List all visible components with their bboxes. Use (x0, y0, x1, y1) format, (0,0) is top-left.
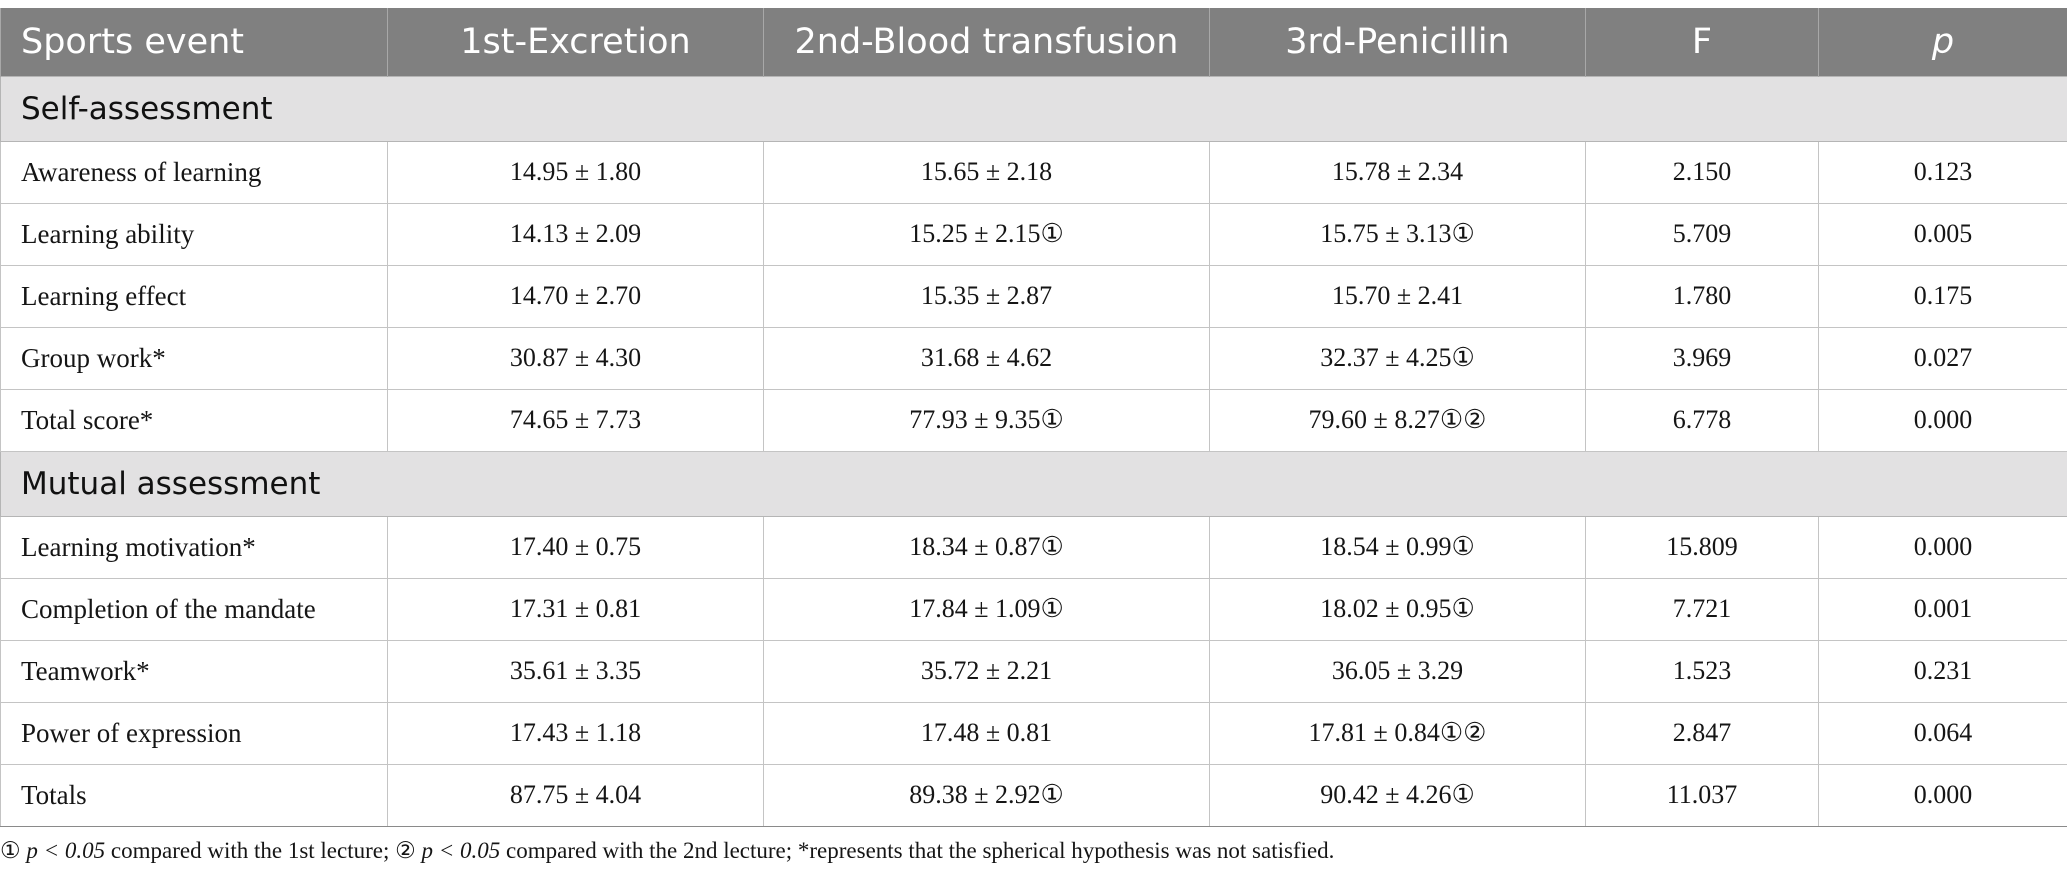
cell-2nd-blood-transfusion: 89.38 ± 2.92① (763, 763, 1210, 827)
table-row: Learning effect 14.70 ± 2.70 15.35 ± 2.87 1… (0, 264, 2067, 328)
cell-1st-excretion: 14.95 ± 1.80 (387, 140, 764, 204)
cell-f-value: 7.721 (1585, 577, 1819, 641)
cell-p-value: 0.005 (1818, 202, 2067, 266)
cell-p-value: 0.123 (1818, 140, 2067, 204)
cell-p-value: 0.064 (1818, 701, 2067, 765)
cell-3rd-penicillin: 15.78 ± 2.34 (1209, 140, 1586, 204)
cell-f-value: 2.847 (1585, 701, 1819, 765)
cell-3rd-penicillin: 32.37 ± 4.25① (1209, 326, 1586, 390)
cell-f-value: 5.709 (1585, 202, 1819, 266)
table-row: Totals 87.75 ± 4.04 89.38 ± 2.92① 90.42 ± 4… (0, 763, 2067, 827)
cell-p-value: 0.000 (1818, 515, 2067, 579)
table-row: Power of expression 17.43 ± 1.18 17.48 ± 0… (0, 701, 2067, 765)
table-row: Teamwork* 35.61 ± 3.35 35.72 ± 2.21 36.05 ±… (0, 639, 2067, 703)
cell-2nd-blood-transfusion: 77.93 ± 9.35① (763, 388, 1210, 452)
table-body: Self-assessment Awareness of learning 14.9… (0, 75, 2067, 827)
row-label: Total score* (0, 388, 388, 452)
cell-2nd-blood-transfusion: 17.48 ± 0.81 (763, 701, 1210, 765)
footnote-p-value-1: p < 0.05 (26, 838, 106, 863)
table-row: Completion of the mandate 17.31 ± 0.81 17.… (0, 577, 2067, 641)
table-row: Learning motivation* 17.40 ± 0.75 18.34 ± … (0, 515, 2067, 579)
results-table: Sports event 1st-Excretion 2nd-Blood tra… (0, 8, 2067, 827)
cell-p-value: 0.000 (1818, 388, 2067, 452)
cell-1st-excretion: 14.13 ± 2.09 (387, 202, 764, 266)
cell-3rd-penicillin: 17.81 ± 0.84①② (1209, 701, 1586, 765)
cell-f-value: 11.037 (1585, 763, 1819, 827)
cell-2nd-blood-transfusion: 17.84 ± 1.09① (763, 577, 1210, 641)
header-2nd-blood-transfusion: 2nd-Blood transfusion (763, 8, 1210, 76)
cell-p-value: 0.231 (1818, 639, 2067, 703)
group-row: Mutual assessment (0, 450, 2067, 517)
table-row: Total score* 74.65 ± 7.73 77.93 ± 9.35① 79.… (0, 388, 2067, 452)
cell-p-value: 0.175 (1818, 264, 2067, 328)
group-title: Self-assessment (0, 75, 2067, 142)
cell-1st-excretion: 87.75 ± 4.04 (387, 763, 764, 827)
cell-3rd-penicillin: 18.02 ± 0.95① (1209, 577, 1586, 641)
row-label: Totals (0, 763, 388, 827)
table-row: Group work* 30.87 ± 4.30 31.68 ± 4.62 32.37… (0, 326, 2067, 390)
cell-3rd-penicillin: 79.60 ± 8.27①② (1209, 388, 1586, 452)
row-label: Learning effect (0, 264, 388, 328)
cell-f-value: 15.809 (1585, 515, 1819, 579)
footnote-marker-1: ① (0, 838, 21, 863)
cell-p-value: 0.000 (1818, 763, 2067, 827)
cell-2nd-blood-transfusion: 18.34 ± 0.87① (763, 515, 1210, 579)
cell-3rd-penicillin: 15.75 ± 3.13① (1209, 202, 1586, 266)
cell-p-value: 0.027 (1818, 326, 2067, 390)
group-title: Mutual assessment (0, 450, 2067, 517)
cell-2nd-blood-transfusion: 15.35 ± 2.87 (763, 264, 1210, 328)
row-label: Teamwork* (0, 639, 388, 703)
header-1st-excretion: 1st-Excretion (387, 8, 764, 76)
cell-2nd-blood-transfusion: 15.25 ± 2.15① (763, 202, 1210, 266)
footnote-marker-2: ② (395, 838, 416, 863)
cell-1st-excretion: 74.65 ± 7.73 (387, 388, 764, 452)
cell-f-value: 6.778 (1585, 388, 1819, 452)
cell-3rd-penicillin: 15.70 ± 2.41 (1209, 264, 1586, 328)
group-row: Self-assessment (0, 75, 2067, 142)
footnote-text-1: compared with the 1st lecture; (105, 838, 396, 863)
row-label: Awareness of learning (0, 140, 388, 204)
table-row: Learning ability 14.13 ± 2.09 15.25 ± 2.15… (0, 202, 2067, 266)
cell-2nd-blood-transfusion: 15.65 ± 2.18 (763, 140, 1210, 204)
header-sports-event: Sports event (0, 8, 388, 76)
cell-3rd-penicillin: 90.42 ± 4.26① (1209, 763, 1586, 827)
cell-1st-excretion: 17.31 ± 0.81 (387, 577, 764, 641)
cell-2nd-blood-transfusion: 31.68 ± 4.62 (763, 326, 1210, 390)
row-label: Learning ability (0, 202, 388, 266)
cell-1st-excretion: 17.40 ± 0.75 (387, 515, 764, 579)
cell-3rd-penicillin: 36.05 ± 3.29 (1209, 639, 1586, 703)
cell-1st-excretion: 14.70 ± 2.70 (387, 264, 764, 328)
header-p: p (1818, 8, 2067, 76)
cell-1st-excretion: 30.87 ± 4.30 (387, 326, 764, 390)
table-header: Sports event 1st-Excretion 2nd-Blood tra… (0, 8, 2067, 76)
row-label: Completion of the mandate (0, 577, 388, 641)
cell-f-value: 3.969 (1585, 326, 1819, 390)
footnote-p-value-2: p < 0.05 (421, 838, 501, 863)
footnote: ① p < 0.05 compared with the 1st lecture… (0, 838, 2067, 864)
cell-f-value: 1.780 (1585, 264, 1819, 328)
row-label: Power of expression (0, 701, 388, 765)
cell-f-value: 2.150 (1585, 140, 1819, 204)
table-row: Awareness of learning 14.95 ± 1.80 15.65 ±… (0, 140, 2067, 204)
cell-2nd-blood-transfusion: 35.72 ± 2.21 (763, 639, 1210, 703)
cell-1st-excretion: 35.61 ± 3.35 (387, 639, 764, 703)
table-container: Sports event 1st-Excretion 2nd-Blood tra… (0, 8, 2067, 827)
row-label: Learning motivation* (0, 515, 388, 579)
header-row: Sports event 1st-Excretion 2nd-Blood tra… (0, 8, 2067, 76)
cell-p-value: 0.001 (1818, 577, 2067, 641)
row-label: Group work* (0, 326, 388, 390)
cell-1st-excretion: 17.43 ± 1.18 (387, 701, 764, 765)
cell-f-value: 1.523 (1585, 639, 1819, 703)
header-f: F (1585, 8, 1819, 76)
footnote-text-2: compared with the 2nd lecture; *represen… (500, 838, 1335, 863)
header-3rd-penicillin: 3rd-Penicillin (1209, 8, 1586, 76)
cell-3rd-penicillin: 18.54 ± 0.99① (1209, 515, 1586, 579)
